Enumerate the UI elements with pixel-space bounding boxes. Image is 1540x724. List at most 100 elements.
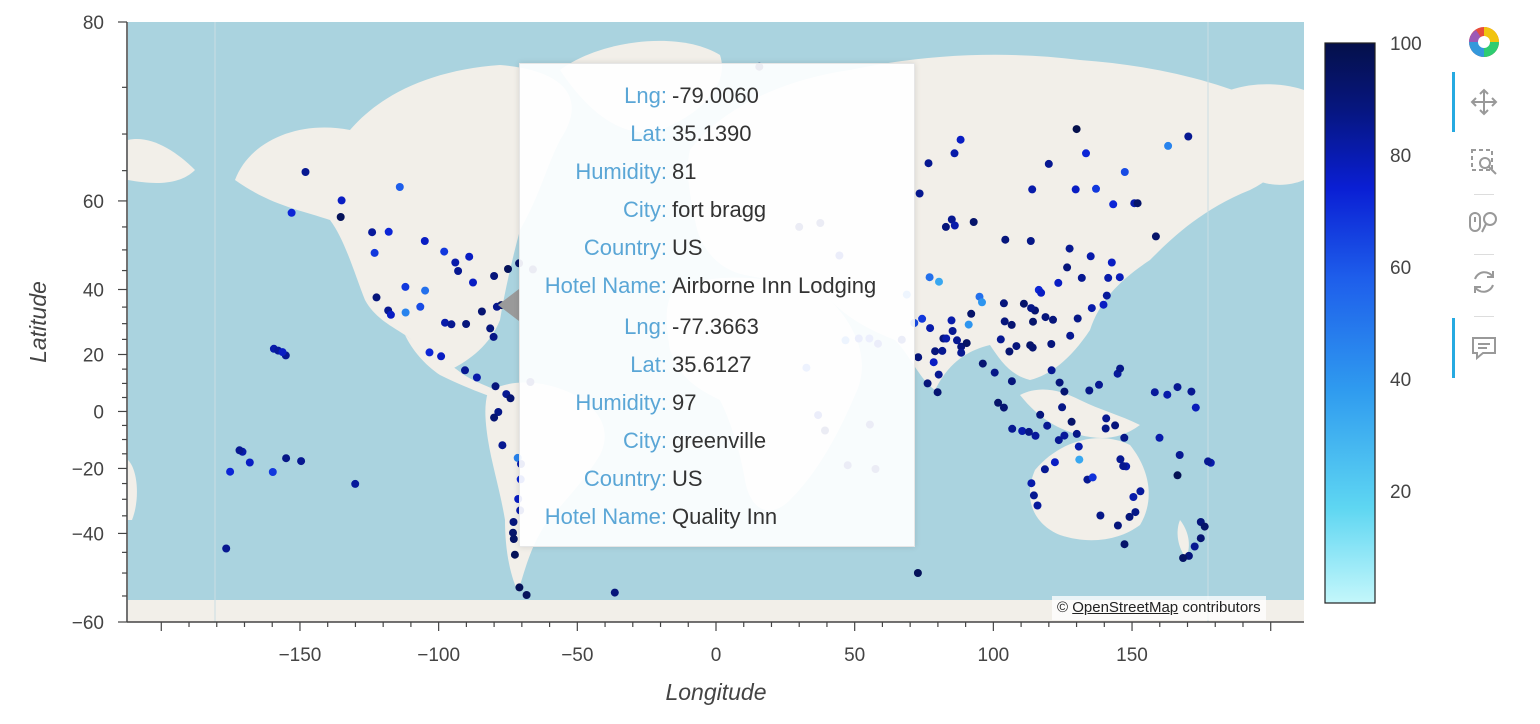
scatter-point[interactable]	[1173, 383, 1182, 392]
scatter-point[interactable]	[1054, 278, 1063, 287]
scatter-point[interactable]	[947, 215, 956, 224]
scatter-point[interactable]	[969, 218, 978, 226]
scatter-point[interactable]	[451, 258, 460, 267]
scatter-point[interactable]	[990, 368, 999, 377]
scatter-point[interactable]	[1029, 491, 1038, 500]
scatter-point[interactable]	[1071, 185, 1080, 194]
scatter-point[interactable]	[282, 454, 291, 463]
scatter-point[interactable]	[1119, 462, 1128, 471]
scatter-point[interactable]	[996, 335, 1005, 344]
scatter-point[interactable]	[477, 307, 486, 316]
scatter-point[interactable]	[1007, 320, 1016, 329]
scatter-point[interactable]	[1190, 542, 1199, 551]
scatter-point[interactable]	[964, 320, 973, 329]
scatter-point[interactable]	[1036, 410, 1045, 419]
scatter-point[interactable]	[1008, 424, 1017, 433]
scatter-point[interactable]	[925, 273, 934, 282]
scatter-point[interactable]	[490, 272, 499, 280]
scatter-point[interactable]	[1077, 273, 1086, 282]
hover-tool-icon[interactable]	[1460, 326, 1508, 370]
scatter-point[interactable]	[1047, 366, 1056, 375]
scatter-point[interactable]	[1116, 455, 1125, 464]
scatter-point[interactable]	[522, 591, 531, 599]
scatter-point[interactable]	[268, 468, 277, 476]
scatter-point[interactable]	[1072, 125, 1081, 134]
scatter-point[interactable]	[1063, 263, 1072, 272]
scatter-point[interactable]	[1187, 387, 1196, 396]
scatter-point[interactable]	[491, 382, 500, 391]
scatter-point[interactable]	[510, 550, 519, 559]
scatter-point[interactable]	[1027, 479, 1036, 488]
scatter-point[interactable]	[287, 208, 296, 217]
scatter-point[interactable]	[278, 348, 287, 357]
scatter-point[interactable]	[425, 348, 434, 357]
scatter-point[interactable]	[1092, 184, 1100, 193]
scatter-point[interactable]	[506, 394, 515, 403]
scatter-point[interactable]	[1111, 421, 1120, 430]
scatter-point[interactable]	[1087, 304, 1096, 313]
scatter-point[interactable]	[462, 320, 471, 328]
scatter-point[interactable]	[1033, 501, 1042, 510]
scatter-point[interactable]	[1136, 487, 1145, 496]
scatter-point[interactable]	[953, 336, 961, 345]
scatter-point[interactable]	[1024, 427, 1033, 436]
scatter-point[interactable]	[941, 222, 950, 231]
scatter-point[interactable]	[1120, 540, 1129, 549]
scatter-point[interactable]	[948, 327, 957, 335]
scatter-point[interactable]	[1012, 342, 1021, 351]
scatter-point[interactable]	[1067, 417, 1076, 426]
scatter-point[interactable]	[301, 168, 310, 176]
scatter-point[interactable]	[454, 267, 463, 275]
scatter-point[interactable]	[370, 248, 379, 257]
scatter-point[interactable]	[1129, 493, 1138, 501]
scatter-point[interactable]	[1179, 554, 1188, 562]
scatter-point[interactable]	[1065, 244, 1074, 253]
scatter-point[interactable]	[1191, 403, 1200, 412]
scatter-point[interactable]	[1073, 314, 1082, 323]
scatter-point[interactable]	[1055, 378, 1064, 387]
scatter-point[interactable]	[1027, 304, 1036, 313]
scatter-point[interactable]	[1043, 421, 1052, 430]
scatter-point[interactable]	[1075, 455, 1084, 464]
scatter-point[interactable]	[931, 347, 940, 356]
scatter-point[interactable]	[1005, 347, 1014, 356]
scatter-point[interactable]	[913, 569, 922, 577]
scatter-point[interactable]	[1175, 451, 1184, 459]
scatter-point[interactable]	[947, 316, 956, 325]
scatter-point[interactable]	[938, 346, 947, 355]
scatter-point[interactable]	[1131, 508, 1140, 517]
scatter-point[interactable]	[1028, 343, 1037, 352]
scatter-point[interactable]	[1102, 414, 1111, 423]
scatter-point[interactable]	[1085, 386, 1094, 395]
scatter-point[interactable]	[469, 278, 477, 287]
scatter-point[interactable]	[420, 237, 429, 245]
scatter-point[interactable]	[337, 196, 346, 205]
scatter-point[interactable]	[915, 189, 924, 198]
scatter-point[interactable]	[957, 348, 966, 357]
scatter-point[interactable]	[924, 159, 933, 168]
box-zoom-tool-icon[interactable]	[1460, 140, 1508, 184]
wheel-zoom-tool-icon[interactable]	[1460, 200, 1508, 244]
scatter-point[interactable]	[1019, 299, 1028, 308]
scatter-point[interactable]	[1095, 380, 1103, 389]
scatter-point[interactable]	[1115, 273, 1124, 282]
scatter-point[interactable]	[245, 458, 254, 467]
scatter-point[interactable]	[1173, 471, 1182, 480]
scatter-point[interactable]	[336, 213, 345, 221]
scatter-point[interactable]	[962, 339, 971, 348]
scatter-point[interactable]	[942, 334, 951, 343]
scatter-point[interactable]	[914, 353, 923, 362]
scatter-point[interactable]	[1031, 431, 1040, 440]
scatter-point[interactable]	[1040, 465, 1049, 474]
scatter-point[interactable]	[1060, 387, 1069, 396]
scatter-point[interactable]	[226, 467, 235, 476]
scatter-point[interactable]	[610, 588, 619, 597]
scatter-point[interactable]	[498, 441, 507, 450]
scatter-point[interactable]	[1151, 232, 1160, 241]
scatter-point[interactable]	[1204, 457, 1212, 466]
scatter-point[interactable]	[441, 318, 449, 327]
scatter-point[interactable]	[351, 479, 360, 488]
scatter-point[interactable]	[1113, 521, 1122, 530]
scatter-point[interactable]	[1155, 433, 1164, 442]
scatter-point[interactable]	[1054, 436, 1063, 445]
